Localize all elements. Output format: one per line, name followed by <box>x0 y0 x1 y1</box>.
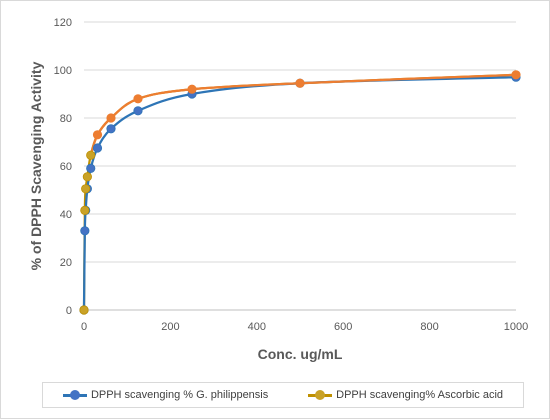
x-tick-label: 800 <box>420 321 438 333</box>
series-1-point <box>92 143 103 153</box>
y-tick-label: 60 <box>60 161 72 173</box>
series-2-point <box>82 172 92 182</box>
series-2-point <box>86 150 96 160</box>
y-tick-label: 120 <box>54 17 72 29</box>
chart-legend: DPPH scavenging % G. philippensis DPPH s… <box>42 382 524 408</box>
y-tick-label: 40 <box>60 209 72 221</box>
series-2-point <box>106 113 116 123</box>
x-axis-title: Conc. ug/mL <box>258 346 343 362</box>
series-1-point <box>86 163 96 173</box>
series-2-point <box>187 84 197 94</box>
legend-swatch-series-1 <box>62 390 87 400</box>
y-axis-title: % of DPPH Scavenging Activity <box>28 61 44 270</box>
legend-entry-series-2: DPPH scavenging% Ascorbic acid <box>308 389 503 401</box>
x-tick-label: 200 <box>161 321 179 333</box>
series-2-point <box>79 305 89 315</box>
series-2-point <box>133 94 143 104</box>
series-2-point <box>92 130 103 140</box>
y-tick-label: 20 <box>60 257 72 269</box>
series-2-point <box>295 78 305 88</box>
series-2-point <box>80 205 90 215</box>
y-tick-label: 80 <box>60 113 72 125</box>
series-1-point <box>133 106 143 116</box>
y-tick-label: 100 <box>54 65 72 77</box>
series-2-point <box>511 70 521 80</box>
series-2-line <box>82 73 517 311</box>
series-2-point <box>81 184 91 194</box>
series-1-point <box>80 226 90 236</box>
x-tick-label: 600 <box>334 321 352 333</box>
x-tick-label: 400 <box>248 321 266 333</box>
x-tick-label: 1000 <box>504 321 528 333</box>
series-2-overlay-line <box>89 73 517 156</box>
legend-label-series-1: DPPH scavenging % G. philippensis <box>90 389 269 401</box>
legend-entry-series-1: DPPH scavenging % G. philippensis <box>62 389 269 401</box>
series-1-point <box>106 124 116 134</box>
y-tick-label: 0 <box>66 305 72 317</box>
x-tick-label: 0 <box>81 321 87 333</box>
legend-swatch-series-2 <box>308 390 333 400</box>
series-1-line <box>82 76 517 311</box>
legend-label-series-2: DPPH scavenging% Ascorbic acid <box>336 389 504 401</box>
